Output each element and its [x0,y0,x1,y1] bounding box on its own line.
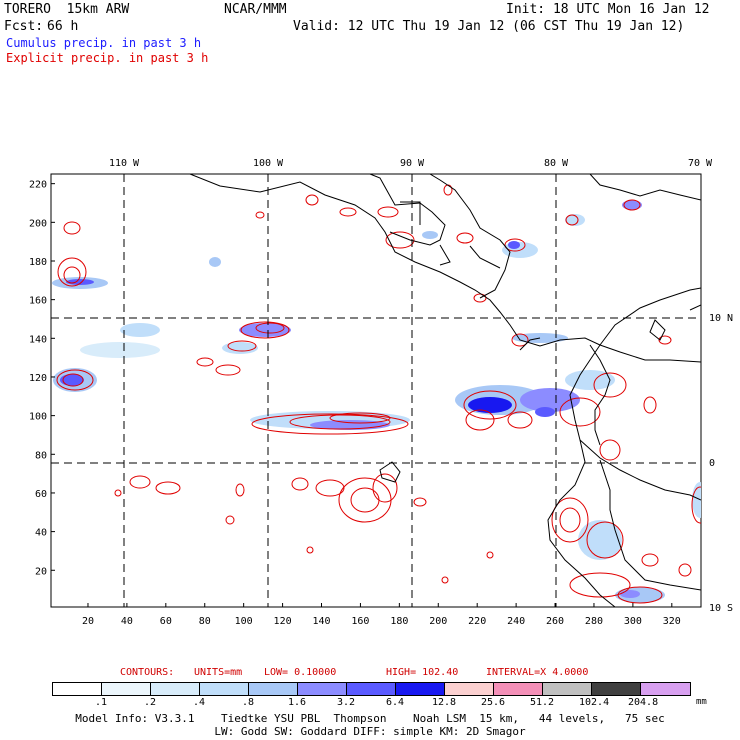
lon-label-70w: 70 W [688,158,713,169]
contour-info: CONTOURS: UNITS=mm LOW= 0.10000 HIGH= 10… [0,667,740,681]
bottom-tick-label: 120 [274,616,292,627]
model-info-line2: LW: Godd SW: Goddard DIFF: simple KM: 2D… [214,725,526,738]
color-bar-swatch [347,683,396,695]
color-bar-label: 6.4 [385,697,405,708]
bottom-tick-label: 60 [160,616,172,627]
forecast-hours: 66 h [47,19,79,34]
color-bar-label: 204.8 [628,697,659,708]
cumulus-precip-label: Cumulus precip. in past 3 h [6,36,202,50]
left-tick-label: 220 [29,180,47,191]
left-axis-ticks: 220 200 180 160 140 120 100 80 60 40 20 [29,180,55,577]
bottom-tick-label: 260 [546,616,564,627]
left-tick-label: 120 [29,373,47,384]
color-bar-label: 102.4 [579,697,610,708]
bottom-tick-label: 280 [585,616,603,627]
bottom-tick-label: 100 [235,616,253,627]
lon-label-90w: 90 W [400,158,425,169]
explicit-precip-label: Explicit precip. in past 3 h [6,51,209,65]
bottom-tick-label: 160 [351,616,369,627]
model-info-line1: Model Info: V3.3.1 Tiedtke YSU PBL Thomp… [75,712,665,725]
left-tick-label: 160 [29,296,47,307]
color-bar-swatch [494,683,543,695]
explicit-precip-contours [56,184,701,604]
lon-label-110w: 110 W [109,158,140,169]
precipitation-map: 110 W 100 W 90 W 80 W 70 W [29,158,733,627]
color-bar-swatch [298,683,347,695]
color-bar-swatch [445,683,494,695]
bottom-tick-label: 80 [199,616,211,627]
organization: NCAR/MMM [224,2,287,17]
bottom-tick-label: 320 [663,616,681,627]
left-tick-label: 180 [29,257,47,268]
contour-label: CONTOURS: [120,667,175,678]
color-bar-swatch [151,683,200,695]
color-bar-swatch [396,683,445,695]
left-tick-label: 100 [29,412,47,423]
color-bar-swatch [249,683,298,695]
color-bar-label: .8 [241,697,255,708]
lat-label-0: 0 [709,458,715,469]
contour-low: LOW= 0.10000 [264,667,337,678]
color-bar-label: .4 [192,697,206,708]
bottom-tick-label: 300 [624,616,642,627]
color-bar-label: 25.6 [481,697,506,708]
bottom-tick-label: 240 [507,616,525,627]
color-bar-swatch [641,683,690,695]
lon-label-100w: 100 W [253,158,284,169]
right-latitude-labels: 10 N 0 10 S [709,313,733,614]
color-bar-swatch [102,683,151,695]
color-bar-swatch [53,683,102,695]
forecast-label: Fcst: [4,19,44,34]
color-bar-label: 12.8 [432,697,457,708]
left-tick-label: 140 [29,334,47,345]
left-tick-label: 200 [29,218,47,229]
bottom-tick-label: 220 [468,616,486,627]
bottom-axis-ticks: 20 40 60 80 100 120 140 160 180 200 220 240 260 280 30… [82,603,681,627]
model-name: TORERO 15km ARW [4,2,130,17]
color-bar [52,682,691,696]
color-bar-label: .2 [143,697,157,708]
lat-label-10s: 10 S [709,603,733,614]
bottom-tick-label: 40 [121,616,133,627]
bottom-tick-label: 140 [312,616,330,627]
left-tick-label: 80 [35,450,47,461]
left-tick-label: 40 [35,528,47,539]
graticule [51,174,701,607]
color-bar-swatch [543,683,592,695]
cumulus-precip-field [52,200,701,603]
contour-interval: INTERVAL=X 4.0000 [486,667,589,678]
color-bar-label: 51.2 [530,697,555,708]
bottom-tick-label: 180 [390,616,408,627]
left-tick-label: 20 [35,566,47,577]
color-bar-label: 3.2 [336,697,356,708]
color-bar-swatch [592,683,641,695]
color-bar-label: .1 [94,697,108,708]
bottom-tick-label: 20 [82,616,94,627]
color-bar-unit: mm [696,697,707,707]
bottom-tick-label: 200 [429,616,447,627]
color-bar-swatch [200,683,249,695]
top-longitude-labels: 110 W 100 W 90 W 80 W 70 W [109,158,713,169]
lon-label-80w: 80 W [544,158,569,169]
lat-label-10n: 10 N [709,313,733,324]
init-time: Init: 18 UTC Mon 16 Jan 12 [506,2,710,17]
color-bar-label: 1.6 [287,697,307,708]
valid-time: Valid: 12 UTC Thu 19 Jan 12 (06 CST Thu … [293,19,685,34]
contour-units: UNITS=mm [194,667,243,678]
left-tick-label: 60 [35,489,47,500]
contour-high: HIGH= 102.40 [386,667,459,678]
coastlines [189,174,701,607]
